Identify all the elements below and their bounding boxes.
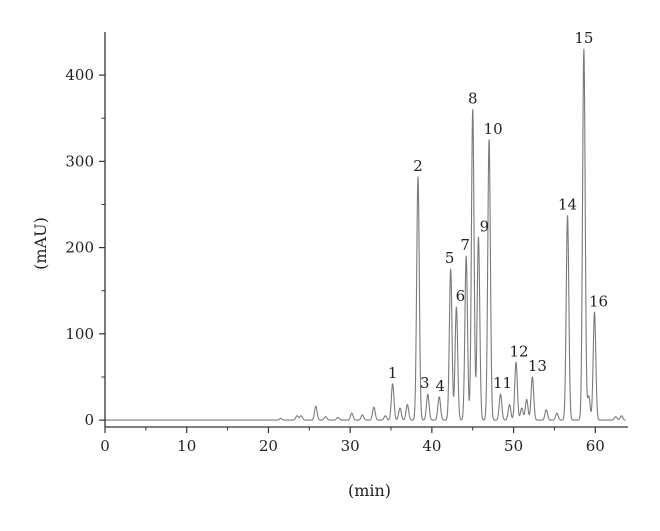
chromatogram-trace — [104, 48, 626, 421]
peak-label-13: 13 — [528, 357, 547, 375]
y-tick-label: 400 — [65, 66, 94, 84]
peak-label-1: 1 — [388, 364, 398, 382]
y-tick-label: 300 — [65, 152, 94, 170]
x-tick-label: 60 — [586, 437, 605, 455]
peak-label-9: 9 — [480, 217, 490, 235]
axes: 0 10 20 30 40 50 60 0 100 200 300 400 — [65, 32, 628, 455]
y-axis-label: (mAU) — [31, 217, 50, 270]
x-tick-label: 20 — [259, 437, 278, 455]
x-tick-label: 0 — [100, 437, 110, 455]
peak-label-16: 16 — [589, 292, 608, 310]
peak-label-3: 3 — [420, 374, 430, 392]
peak-label-6: 6 — [456, 287, 466, 305]
x-tick-label: 10 — [177, 437, 196, 455]
y-tick-label: 100 — [65, 325, 94, 343]
x-tick-label: 40 — [422, 437, 441, 455]
peak-label-14: 14 — [558, 196, 577, 214]
x-axis-label: (min) — [348, 481, 391, 500]
peak-label-15: 15 — [574, 29, 593, 47]
y-tick-label: 200 — [65, 239, 94, 257]
peak-label-8: 8 — [468, 90, 478, 108]
peak-label-11: 11 — [493, 374, 512, 392]
peak-label-4: 4 — [435, 377, 445, 395]
peak-label-10: 10 — [484, 120, 503, 138]
x-tick-label: 50 — [504, 437, 523, 455]
peak-label-12: 12 — [509, 342, 528, 360]
peak-label-5: 5 — [445, 249, 455, 267]
y-tick-label: 0 — [84, 411, 94, 429]
peak-label-2: 2 — [413, 157, 423, 175]
peak-label-7: 7 — [460, 236, 470, 254]
x-tick-label: 30 — [341, 437, 360, 455]
